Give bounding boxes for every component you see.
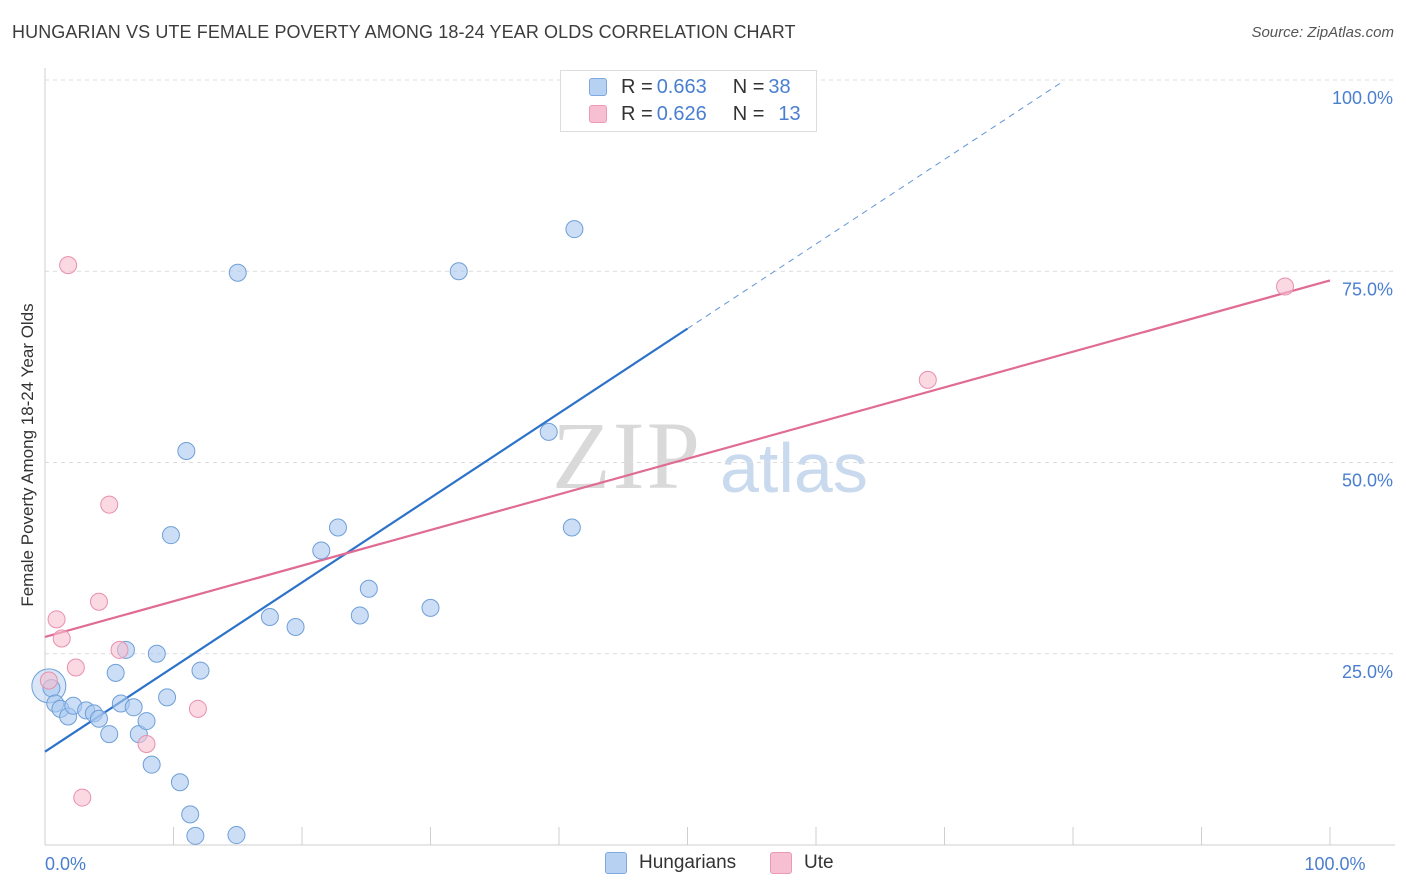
bottom-legend-label-hungarians: Hungarians <box>639 852 737 873</box>
data-point-hungarians <box>227 826 246 845</box>
legend-row-ute: R = 0.626 N = 13 <box>589 102 801 126</box>
data-point-ute <box>89 592 108 611</box>
x-tick-label: 0.0% <box>45 854 86 874</box>
legend-n-value: 38 <box>768 75 791 98</box>
y-tick-label: 25.0% <box>1342 662 1393 682</box>
legend-r-value: 0.663 <box>656 75 707 98</box>
x-tick-label: 100.0% <box>1304 854 1365 874</box>
legend-n-label: N = <box>732 102 765 125</box>
bottom-legend-ute: Ute <box>770 852 834 874</box>
legend-n-value: 13 <box>778 102 801 125</box>
data-point-ute <box>39 671 58 690</box>
data-point-hungarians <box>539 422 558 441</box>
data-point-ute <box>59 256 78 275</box>
data-point-hungarians <box>191 661 210 680</box>
data-point-ute <box>100 495 119 514</box>
data-point-hungarians <box>359 579 378 598</box>
data-point-hungarians <box>177 442 196 461</box>
data-point-hungarians <box>161 526 180 545</box>
correlation-legend: R = 0.663 N = 38 R = 0.626 N = 13 <box>560 70 817 132</box>
y-tick-label: 50.0% <box>1342 471 1393 491</box>
data-point-hungarians <box>170 773 189 792</box>
trend-line-ute <box>44 279 1331 638</box>
data-point-hungarians <box>106 663 125 682</box>
data-point-hungarians <box>350 606 369 625</box>
data-point-hungarians <box>312 541 331 560</box>
data-point-hungarians <box>147 644 166 663</box>
data-point-ute <box>110 640 129 659</box>
tick-labels: 0.0% 100.0% 25.0% 50.0% 75.0% 100.0% <box>45 88 1393 874</box>
data-point-ute <box>918 370 937 389</box>
trend-line-hungarians <box>44 327 689 753</box>
data-point-ute <box>73 788 92 807</box>
data-point-hungarians <box>565 220 584 239</box>
y-axis-label: Female Poverty Among 18-24 Year Olds <box>18 303 37 607</box>
data-point-hungarians <box>449 262 468 281</box>
legend-swatch-hungarians <box>589 78 607 96</box>
data-points <box>31 220 1295 845</box>
data-point-hungarians <box>100 725 119 744</box>
data-point-ute <box>137 735 156 754</box>
legend-r-label: R = <box>621 102 653 125</box>
legend-n-label: N = <box>732 75 765 98</box>
data-point-ute <box>52 629 71 648</box>
data-point-hungarians <box>286 617 305 636</box>
data-point-hungarians <box>562 518 581 537</box>
y-tick-label: 100.0% <box>1332 88 1393 108</box>
data-point-hungarians <box>137 712 156 731</box>
data-point-hungarians <box>186 826 205 845</box>
trend-line-hungarians-extension <box>687 82 1061 330</box>
source-label: Source: ZipAtlas.com <box>1251 24 1394 41</box>
data-point-ute <box>47 610 66 629</box>
bottom-legend-label-ute: Ute <box>804 852 834 873</box>
trend-lines <box>44 82 1331 753</box>
data-point-hungarians <box>142 755 161 774</box>
legend-row-hungarians: R = 0.663 N = 38 <box>589 75 791 99</box>
data-point-ute <box>188 699 207 718</box>
data-point-hungarians <box>158 688 177 707</box>
legend-r-value: 0.626 <box>656 102 707 125</box>
data-point-hungarians <box>328 518 347 537</box>
data-point-ute <box>66 658 85 677</box>
data-point-hungarians <box>124 698 143 717</box>
data-point-hungarians <box>181 805 200 824</box>
legend-swatch-ute <box>589 105 607 123</box>
bottom-legend-hungarians: Hungarians <box>605 852 736 874</box>
data-point-hungarians <box>260 608 279 627</box>
bottom-legend-swatch-hungarians <box>605 852 627 874</box>
legend-r-label: R = <box>621 75 653 98</box>
grid-lines <box>45 79 1395 655</box>
axes <box>44 68 1395 846</box>
data-point-hungarians <box>421 598 440 617</box>
chart-title: HUNGARIAN VS UTE FEMALE POVERTY AMONG 18… <box>12 22 796 42</box>
data-point-hungarians <box>89 709 108 728</box>
watermark-zip: ZIP <box>552 402 702 509</box>
data-point-ute <box>1276 277 1295 296</box>
bottom-legend-swatch-ute <box>770 852 792 874</box>
data-point-hungarians <box>228 263 247 282</box>
y-tick-label: 75.0% <box>1342 279 1393 299</box>
